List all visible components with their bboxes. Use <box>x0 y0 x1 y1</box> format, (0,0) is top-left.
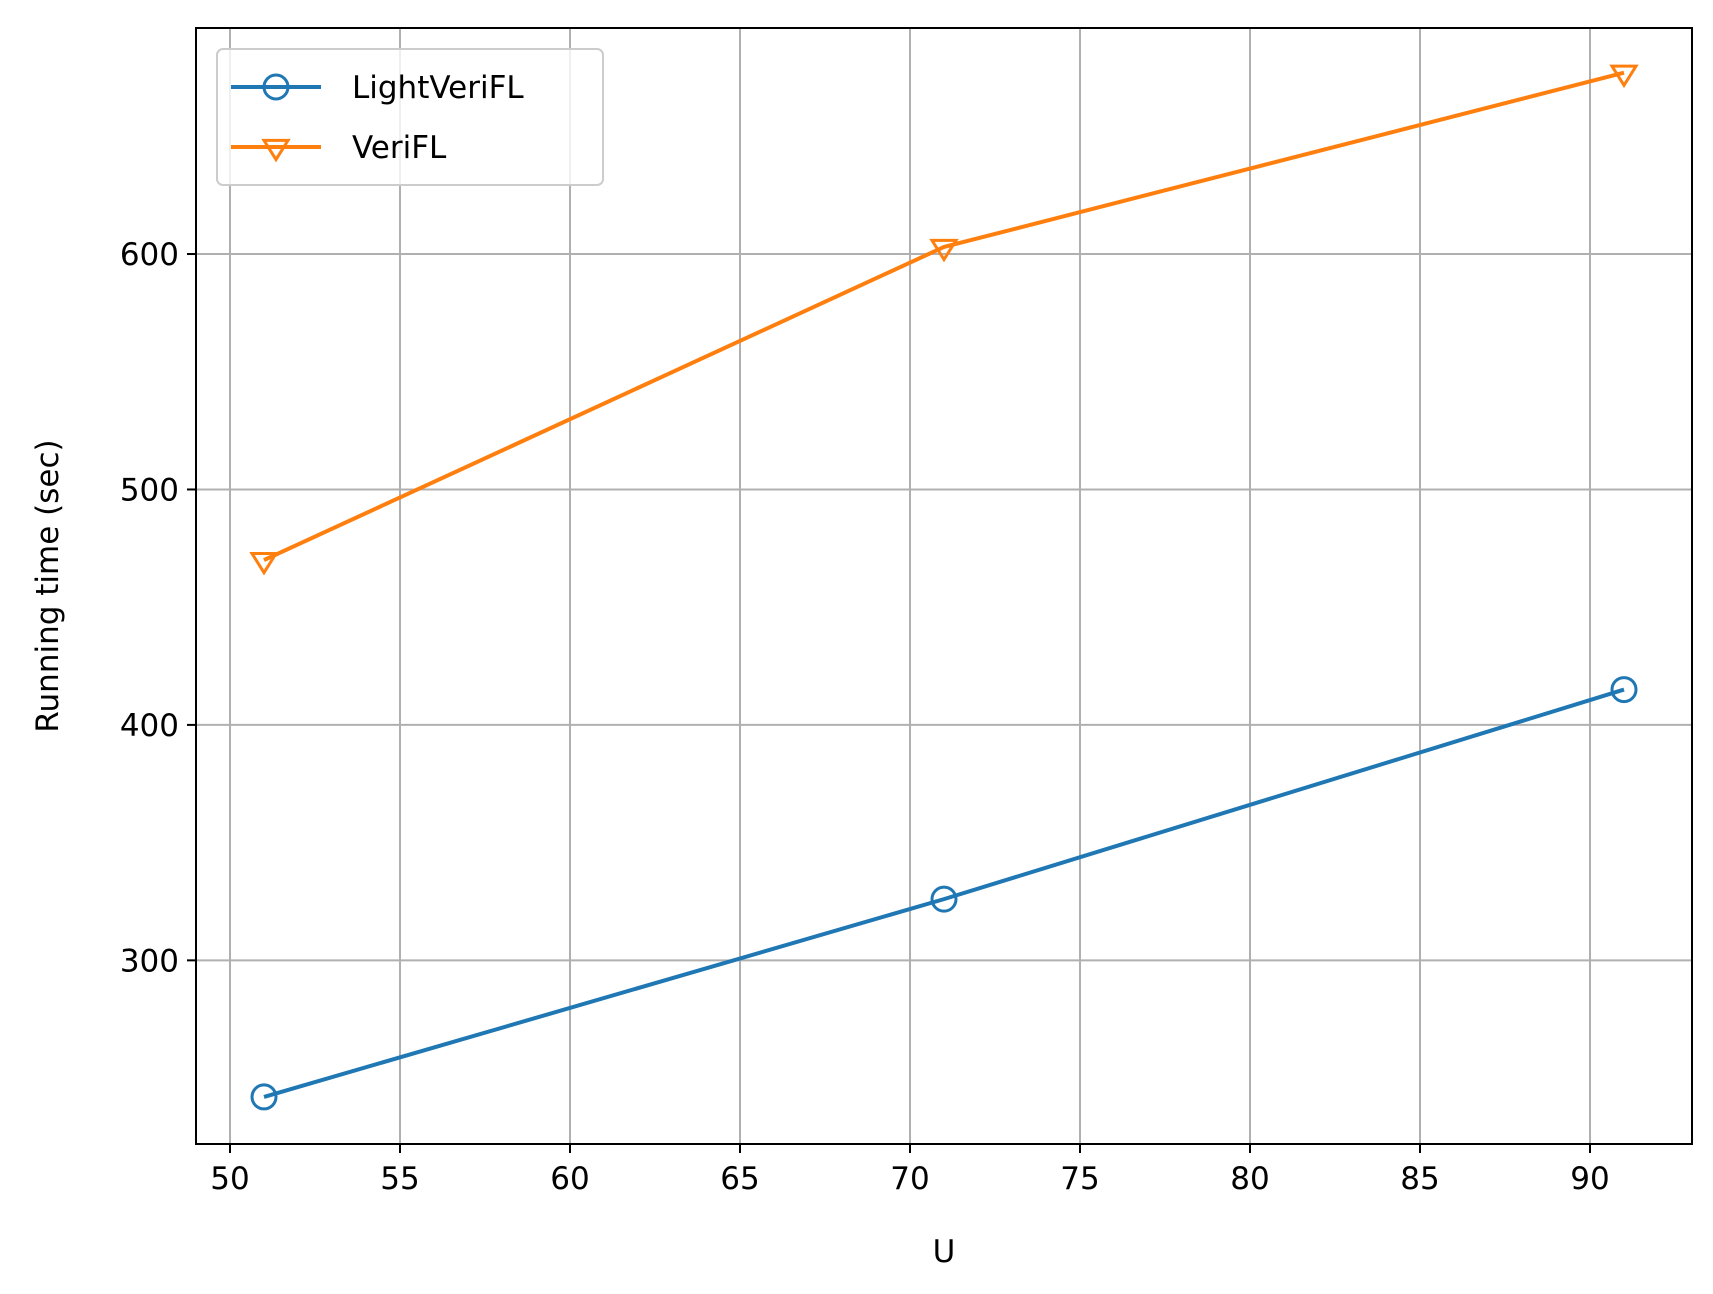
data-point <box>1610 676 1638 704</box>
x-tick-label: 60 <box>550 1161 589 1197</box>
series-VeriFL <box>249 64 1639 576</box>
x-tick-label: 55 <box>380 1161 419 1197</box>
y-axis-label: Running time (sec) <box>30 439 66 732</box>
series-line <box>263 70 1625 562</box>
x-axis-label: U <box>933 1234 956 1270</box>
x-tick-label: 70 <box>890 1161 929 1197</box>
y-tick-label: 500 <box>120 472 179 508</box>
x-tick-label: 80 <box>1230 1161 1269 1197</box>
legend-label: LightVeriFL <box>352 70 524 106</box>
x-tick-label: 75 <box>1060 1161 1099 1197</box>
x-tick-label: 65 <box>720 1161 759 1197</box>
x-tick-label: 85 <box>1400 1161 1439 1197</box>
x-tick-label: 90 <box>1570 1161 1609 1197</box>
series-line <box>263 687 1625 1099</box>
legend-marker <box>261 138 291 163</box>
ticks: 50 55 60 65 70 75 80 85 90 300 400 500 600 <box>120 237 1610 1197</box>
legend-box <box>216 48 604 186</box>
legend-item: LightVeriFL <box>231 70 524 106</box>
data-point <box>249 552 279 576</box>
legend-label: VeriFL <box>352 130 447 166</box>
data-point <box>929 238 959 263</box>
series-layer <box>249 64 1639 1111</box>
legend: LightVeriFL VeriFL <box>216 48 604 186</box>
x-tick-label: 50 <box>210 1161 249 1197</box>
y-tick-label: 600 <box>120 237 179 273</box>
legend-item: VeriFL <box>231 130 447 166</box>
data-point <box>250 1083 278 1111</box>
y-tick-label: 300 <box>120 943 179 979</box>
data-point <box>930 885 958 913</box>
legend-marker <box>262 73 290 101</box>
plot-frame <box>195 27 1693 1145</box>
data-point <box>1609 64 1639 89</box>
series-LightVeriFL <box>250 676 1638 1111</box>
y-tick-label: 400 <box>120 708 179 744</box>
